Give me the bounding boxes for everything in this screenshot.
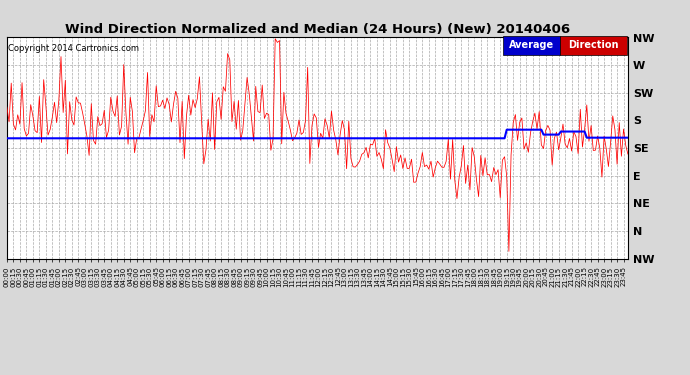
Text: Direction: Direction [568,40,619,50]
Text: Average: Average [509,40,554,50]
Title: Wind Direction Normalized and Median (24 Hours) (New) 20140406: Wind Direction Normalized and Median (24… [65,23,570,36]
Text: Copyright 2014 Cartronics.com: Copyright 2014 Cartronics.com [8,44,139,53]
